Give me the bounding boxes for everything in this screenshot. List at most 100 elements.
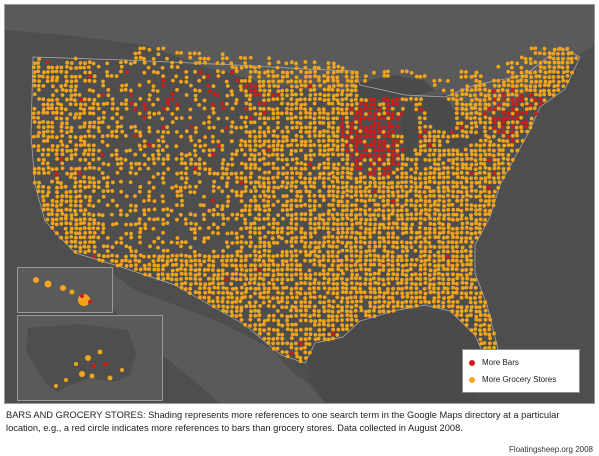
grocery-point [36, 171, 41, 175]
bar-point [189, 125, 194, 129]
grocery-point [50, 203, 55, 208]
grocery-point [73, 203, 78, 208]
grocery-point [41, 120, 46, 124]
grocery-point [83, 148, 87, 153]
grocery-point [454, 258, 459, 263]
bar-point [143, 106, 148, 111]
grocery-point [433, 235, 438, 240]
grocery-point [87, 203, 91, 208]
bar-point [386, 106, 390, 110]
grocery-point [221, 308, 226, 313]
grocery-point [400, 189, 405, 193]
grocery-point [56, 208, 60, 213]
grocery-point [492, 83, 497, 88]
grocery-point [308, 74, 312, 79]
grocery-point [326, 309, 331, 313]
grocery-point [469, 226, 473, 231]
grocery-point [252, 153, 257, 158]
grocery-point [46, 166, 51, 170]
bar-point [372, 121, 377, 126]
grocery-point [345, 248, 349, 253]
grocery-point [267, 222, 272, 227]
grocery-point [543, 79, 548, 84]
grocery-point [432, 171, 437, 175]
grocery-point [469, 267, 474, 272]
grocery-point [179, 171, 184, 175]
grocery-point [349, 323, 354, 327]
grocery-point [109, 212, 114, 217]
grocery-point [105, 244, 110, 249]
grocery-point [271, 107, 275, 112]
grocery-point [414, 291, 418, 295]
grocery-point [161, 263, 166, 268]
grocery-point [487, 341, 492, 346]
grocery-point [114, 240, 119, 245]
grocery-point [432, 222, 437, 227]
grocery-point [459, 295, 464, 300]
grocery-point [386, 152, 391, 157]
grocery-point [387, 221, 391, 226]
grocery-point [441, 171, 446, 176]
grocery-point [450, 267, 455, 271]
grocery-point [459, 217, 464, 221]
grocery-point [271, 111, 276, 116]
grocery-point [396, 208, 400, 213]
grocery-point [63, 184, 68, 189]
grocery-point [376, 254, 381, 258]
grocery-point [363, 212, 368, 217]
grocery-point [341, 203, 345, 208]
grocery-point [238, 299, 243, 304]
grocery-point [441, 254, 445, 259]
grocery-point [92, 124, 96, 129]
grocery-point [519, 89, 524, 94]
grocery-point [244, 185, 248, 189]
grocery-point [207, 254, 212, 259]
grocery-point [308, 221, 313, 226]
grocery-point [441, 208, 446, 213]
grocery-point [354, 185, 358, 190]
grocery-point [353, 125, 358, 130]
grocery-point [54, 116, 59, 121]
grocery-point [327, 286, 332, 291]
grocery-point [193, 273, 198, 277]
grocery-point [276, 213, 281, 218]
grocery-point [224, 167, 229, 172]
grocery-point [441, 245, 446, 249]
grocery-point [377, 235, 382, 240]
grocery-point [175, 50, 180, 55]
grocery-point [239, 88, 244, 92]
grocery-point [216, 286, 220, 290]
grocery-point [409, 203, 414, 208]
grocery-point [556, 51, 560, 56]
grocery-point [455, 184, 459, 189]
grocery-point [455, 106, 459, 111]
grocery-point [78, 143, 83, 148]
grocery-point [432, 194, 436, 198]
grocery-point [313, 74, 318, 79]
grocery-point [331, 116, 336, 121]
grocery-point [54, 222, 59, 227]
grocery-point [312, 309, 317, 313]
grocery-point [202, 239, 206, 244]
grocery-point [41, 161, 45, 166]
grocery-point [303, 65, 308, 70]
grocery-point [152, 161, 157, 166]
grocery-point [77, 115, 82, 120]
grocery-point [547, 51, 552, 55]
grocery-point [496, 166, 501, 171]
bar-point [368, 161, 373, 166]
grocery-point [252, 221, 257, 226]
grocery-point [321, 212, 326, 217]
grocery-point [69, 125, 74, 130]
grocery-point [441, 281, 446, 286]
grocery-point [179, 157, 184, 161]
grocery-point [83, 195, 88, 199]
grocery-point [381, 102, 386, 106]
grocery-point [69, 213, 74, 218]
grocery-point [322, 300, 326, 305]
grocery-point [257, 175, 262, 180]
grocery-point [478, 98, 482, 103]
grocery-point [350, 102, 354, 107]
grocery-point [372, 240, 377, 245]
grocery-point [465, 262, 470, 267]
